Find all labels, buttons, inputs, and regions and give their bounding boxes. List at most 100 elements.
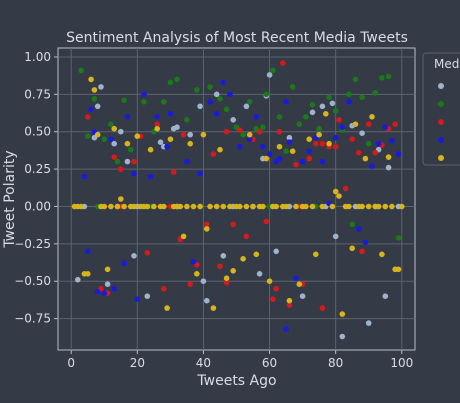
data-point-series-5 xyxy=(111,125,117,132)
data-point-series-2 xyxy=(127,146,134,153)
data-point-series-3 xyxy=(154,121,160,127)
data-point-series-5 xyxy=(369,114,375,120)
x-tick-label: 0 xyxy=(67,356,75,370)
data-point-series-1 xyxy=(98,84,104,90)
data-point-series-5 xyxy=(220,203,227,210)
data-point-series-2 xyxy=(240,131,246,138)
data-point-series-4 xyxy=(237,143,243,150)
data-point-series-2 xyxy=(114,158,121,165)
data-point-series-3 xyxy=(118,166,124,172)
data-point-series-1 xyxy=(220,253,227,259)
data-point-series-2 xyxy=(385,73,392,80)
data-point-series-5 xyxy=(88,76,94,83)
data-point-series-3 xyxy=(180,131,187,138)
data-point-series-1 xyxy=(213,91,220,98)
data-point-series-1 xyxy=(385,164,392,171)
data-point-series-5 xyxy=(118,196,124,202)
legend-marker-series-5 xyxy=(438,155,444,161)
data-point-series-3 xyxy=(372,149,379,156)
data-point-series-5 xyxy=(164,305,170,311)
data-point-series-5 xyxy=(114,203,121,210)
data-point-series-3 xyxy=(270,296,276,303)
data-point-series-3 xyxy=(161,285,167,292)
data-point-series-5 xyxy=(180,233,187,240)
data-point-series-5 xyxy=(346,203,352,210)
legend: Med xyxy=(422,52,460,166)
x-axis-ticks: 0 20 40 60 80 100 xyxy=(67,350,413,370)
legend-marker-series-4 xyxy=(438,137,444,143)
data-point-series-5 xyxy=(273,203,280,210)
legend-marker-series-2 xyxy=(438,101,444,107)
data-point-series-2 xyxy=(167,79,174,86)
data-point-series-3 xyxy=(187,281,193,288)
data-point-series-4 xyxy=(101,290,108,297)
data-point-series-4 xyxy=(266,151,273,157)
y-axis-title: Tweet Polarity xyxy=(2,150,18,248)
data-point-series-2 xyxy=(246,99,253,105)
data-point-series-1 xyxy=(104,281,111,288)
data-point-series-5 xyxy=(253,251,260,258)
data-point-series-5 xyxy=(134,133,141,139)
data-point-series-5 xyxy=(108,203,114,210)
data-point-series-2 xyxy=(303,114,309,120)
legend-marker-series-3 xyxy=(438,119,444,125)
data-point-series-4 xyxy=(332,134,339,141)
x-tick-label: 60 xyxy=(262,356,277,370)
data-point-series-5 xyxy=(131,203,137,210)
y-tick-label: −0.75 xyxy=(14,312,51,326)
data-point-series-5 xyxy=(237,203,243,210)
y-tick-label: −0.25 xyxy=(14,237,51,251)
data-point-series-4 xyxy=(395,151,402,157)
data-point-series-1 xyxy=(131,253,137,259)
data-point-series-5 xyxy=(362,155,369,162)
y-tick-label: 0.00 xyxy=(24,199,51,213)
data-point-series-5 xyxy=(154,125,160,132)
data-point-series-4 xyxy=(293,275,299,282)
data-point-series-5 xyxy=(147,146,154,153)
data-point-series-5 xyxy=(323,111,329,117)
data-point-series-1 xyxy=(359,130,365,136)
data-point-series-5 xyxy=(385,154,392,160)
data-point-series-1 xyxy=(187,131,193,138)
data-point-series-2 xyxy=(121,97,127,104)
data-point-series-3 xyxy=(332,143,339,150)
data-point-series-5 xyxy=(227,203,233,210)
data-point-series-1 xyxy=(124,158,131,165)
data-point-series-2 xyxy=(108,121,114,127)
data-point-series-3 xyxy=(392,121,399,127)
data-point-series-3 xyxy=(286,302,293,308)
data-point-series-5 xyxy=(204,226,210,232)
data-point-series-4 xyxy=(283,99,289,105)
data-point-series-5 xyxy=(389,203,395,210)
data-point-series-3 xyxy=(85,114,91,120)
legend-title: Med xyxy=(434,57,459,71)
data-point-series-3 xyxy=(223,128,230,135)
data-point-series-4 xyxy=(184,158,190,165)
data-point-series-5 xyxy=(230,268,236,274)
data-point-series-2 xyxy=(332,108,339,114)
data-point-series-5 xyxy=(313,251,319,258)
legend-box xyxy=(422,52,460,166)
data-point-series-4 xyxy=(356,226,362,232)
data-point-series-5 xyxy=(144,203,151,210)
data-point-series-4 xyxy=(121,260,127,267)
data-point-series-1 xyxy=(365,320,372,326)
data-point-series-2 xyxy=(184,117,190,123)
data-point-series-5 xyxy=(213,203,220,210)
data-point-series-4 xyxy=(253,114,260,120)
data-point-series-1 xyxy=(319,103,326,110)
data-point-series-1 xyxy=(286,134,293,141)
data-point-series-5 xyxy=(395,266,402,273)
data-point-series-5 xyxy=(283,203,289,210)
data-point-series-1 xyxy=(118,128,124,135)
data-point-series-2 xyxy=(207,84,213,90)
data-point-series-5 xyxy=(319,203,326,210)
data-point-series-4 xyxy=(382,124,389,130)
y-tick-label: 0.50 xyxy=(24,125,51,139)
data-point-series-2 xyxy=(260,124,266,130)
data-point-series-4 xyxy=(190,259,197,265)
data-point-series-1 xyxy=(197,103,203,110)
data-point-series-2 xyxy=(309,102,316,108)
data-point-series-4 xyxy=(220,79,227,86)
